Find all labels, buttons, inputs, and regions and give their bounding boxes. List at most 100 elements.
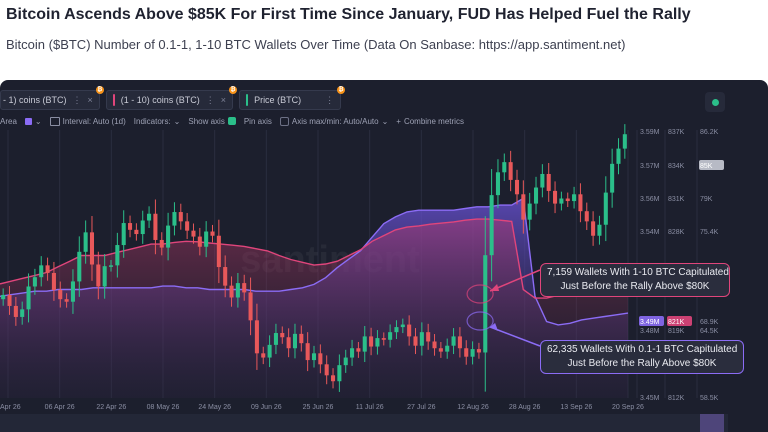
price-candle — [248, 292, 253, 321]
axis-highlight-badge — [699, 160, 724, 170]
x-axis: Apr 26 06 Apr 26 22 Apr 26 08 May 26 24 May … — [0, 404, 728, 432]
price-candle — [102, 266, 107, 287]
color-picker[interactable]: ⌄ — [24, 117, 42, 126]
price-candle — [70, 281, 75, 302]
chart-style-selector[interactable]: Area — [0, 117, 17, 126]
axis-max-min-toggle[interactable]: Axis max/min: Auto/Auto ⌄ — [279, 116, 389, 126]
price-candle — [584, 211, 589, 222]
price-candle — [1, 294, 6, 300]
close-icon[interactable]: × — [87, 95, 93, 105]
price-candles — [1, 124, 627, 392]
price-candle — [622, 134, 627, 149]
price-candle — [616, 148, 621, 164]
axis-tick-label: 831K — [668, 196, 685, 203]
chevron-down-icon: ⌄ — [381, 116, 389, 126]
price-candle — [51, 272, 56, 290]
price-candle — [476, 349, 481, 353]
price-candle — [369, 336, 374, 347]
axis-tick-label: 3.45M — [640, 395, 660, 402]
pin-axis-toggle[interactable]: Pin axis — [244, 117, 272, 126]
axis-tick-label: 834K — [668, 163, 685, 170]
axis-tick-label: 68.9K — [700, 319, 719, 326]
price-candle — [254, 320, 259, 354]
tab-price[interactable]: Price (BTC) ⋮ ₿ — [239, 86, 346, 110]
price-candle — [438, 348, 443, 352]
price-candle — [489, 195, 494, 256]
price-candle — [77, 251, 82, 282]
combine-metrics-button[interactable]: + Combine metrics — [396, 117, 464, 126]
axis-tick-label: 812K — [668, 395, 685, 402]
interval-label: Interval: Auto (1d) — [62, 116, 126, 126]
time-scrollbar-handle — [700, 414, 724, 432]
tab-label: (1 - 10) coins (BTC) — [120, 95, 200, 105]
price-candle — [235, 283, 240, 298]
combine-metrics-label: Combine metrics — [403, 116, 464, 126]
axis-tick-label: 3.54M — [640, 229, 660, 236]
axis-tick-label: 64.5K — [700, 328, 719, 335]
price-candle — [597, 224, 602, 236]
x-tick-label: 08 May 26 — [147, 404, 180, 411]
more-icon[interactable]: ⋮ — [325, 94, 335, 105]
price-candle — [337, 365, 342, 382]
price-candle — [350, 348, 355, 358]
price-candle — [381, 338, 386, 340]
price-candle — [445, 345, 450, 352]
price-candle — [559, 198, 564, 204]
pin-axis-label: Pin axis — [243, 116, 272, 126]
tab-wallets-0-1-to-1[interactable]: - 1) coins (BTC) ⋮ × ₿ — [0, 86, 104, 110]
x-tick-label: 20 Sep 26 — [612, 404, 644, 411]
x-tick-label: 13 Sep 26 — [560, 404, 592, 411]
callout-arrowhead — [490, 284, 500, 291]
bitcoin-badge-icon: ₿ — [95, 86, 104, 94]
more-icon[interactable]: ⋮ — [205, 94, 215, 105]
more-icon[interactable]: ⋮ — [72, 94, 82, 105]
price-candle — [578, 194, 583, 212]
price-candle — [58, 289, 63, 300]
price-candle — [13, 305, 18, 317]
axis-tick-label: 85K — [700, 163, 713, 170]
price-candle — [495, 172, 500, 196]
price-candle — [64, 299, 69, 302]
axis-highlight-badge — [667, 316, 692, 326]
callout-arrow — [489, 326, 541, 347]
price-candle — [20, 309, 25, 317]
x-tick-label: 27 Jul 26 — [407, 404, 436, 411]
interval-selector[interactable]: Interval: Auto (1d) — [49, 116, 126, 126]
price-candle — [299, 333, 304, 344]
price-candle — [331, 375, 336, 382]
price-candle — [451, 336, 456, 346]
price-candle — [273, 333, 278, 345]
price-candle — [292, 333, 297, 349]
close-icon[interactable]: × — [220, 95, 227, 105]
price-candle — [565, 198, 570, 202]
callout-line: 62,335 Wallets With 0.1-1 BTC Capitulate… — [547, 344, 738, 355]
x-tick-label: Apr 26 — [0, 404, 21, 411]
price-candle — [400, 324, 405, 328]
x-tick-label: 09 Jun 26 — [251, 404, 282, 411]
price-candle — [166, 225, 171, 248]
indicators-selector[interactable]: Indicators: ⌄ — [134, 117, 181, 126]
axis-tick-label: 3.57M — [640, 163, 660, 170]
tab-wallets-1-to-10[interactable]: (1 - 10) coins (BTC) ⋮ × ₿ — [105, 86, 238, 110]
page-subtitle: Bitcoin ($BTC) Number of 0.1-1, 1-10 BTC… — [6, 37, 626, 52]
bitcoin-badge-icon: ₿ — [337, 86, 346, 94]
calendar-icon — [49, 116, 60, 126]
callout-line: 7,159 Wallets With 1-10 BTC Capitulated — [547, 267, 729, 278]
price-candle — [546, 173, 551, 191]
price-candle — [318, 353, 323, 365]
show-axis-toggle[interactable]: Show axis — [188, 117, 236, 126]
price-candle — [464, 348, 469, 357]
price-candle — [261, 353, 266, 358]
price-candle — [204, 231, 209, 247]
price-candle — [305, 343, 310, 361]
series-color-marker — [246, 94, 249, 106]
axis-tick-label: 3.49M — [640, 319, 660, 326]
settings-button[interactable] — [705, 92, 725, 112]
checkbox-checked-icon — [227, 117, 236, 125]
price-candle — [311, 353, 317, 361]
price-candle — [147, 213, 152, 221]
axis-tick-label: 3.48M — [640, 328, 660, 335]
wallet-areas — [0, 197, 629, 398]
axis-max-min-label: Axis max/min: Auto/Auto — [291, 116, 379, 126]
plus-icon: + — [396, 116, 401, 126]
